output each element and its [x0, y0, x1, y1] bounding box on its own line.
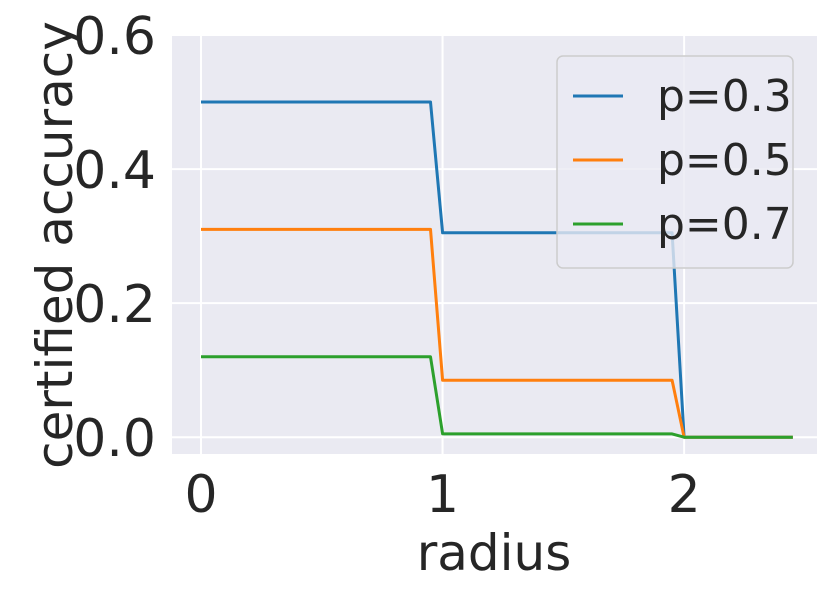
x-tick-label: 2 [668, 465, 701, 525]
x-tick-label: 0 [184, 465, 217, 525]
y-tick-label: 0.6 [73, 7, 156, 67]
y-tick-label: 0.2 [73, 275, 156, 335]
legend-label: p=0.5 [657, 135, 792, 186]
y-tick-labels: 0.0 0.2 0.4 0.6 [73, 7, 156, 469]
y-tick-label: 0.4 [73, 141, 156, 201]
legend-label: p=0.7 [657, 199, 792, 250]
series-line-p=0.7 [201, 355, 793, 439]
x-axis-label: radius [417, 524, 572, 582]
x-tick-label: 1 [426, 465, 459, 525]
x-tick-labels: 0 1 2 [184, 465, 700, 525]
y-axis-label: certified accuracy [26, 21, 84, 469]
legend-label: p=0.3 [657, 71, 792, 122]
legend: p=0.3 p=0.5 p=0.7 [556, 55, 794, 269]
y-tick-label: 0.0 [73, 409, 156, 469]
legend-box [556, 55, 794, 269]
